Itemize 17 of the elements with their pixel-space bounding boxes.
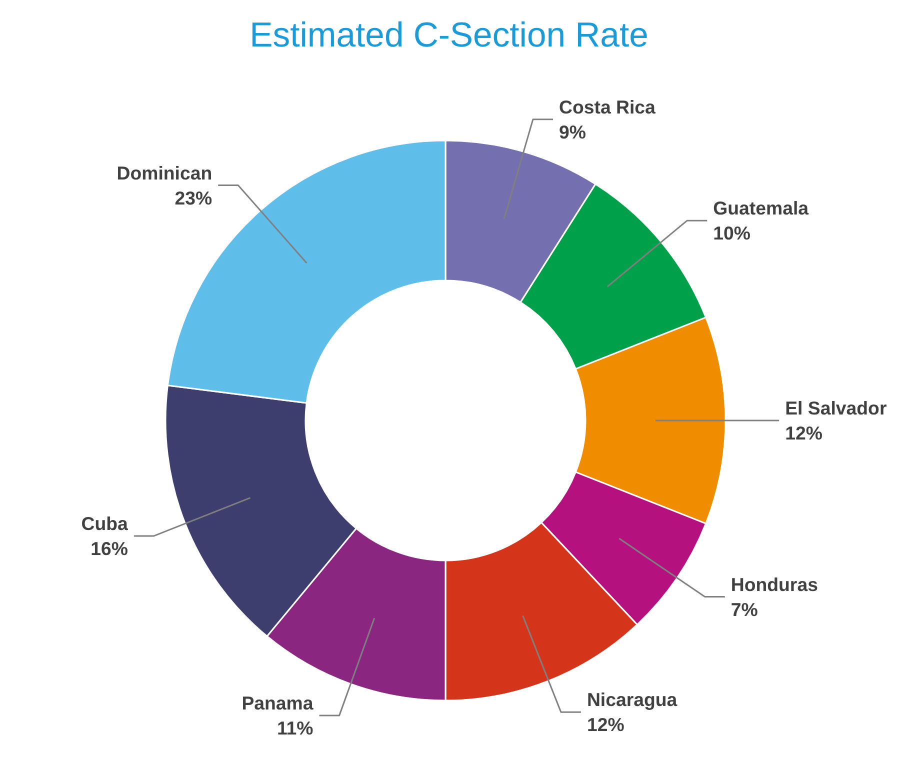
- data-label: 11%: [276, 718, 314, 739]
- data-label: 9%: [558, 121, 586, 142]
- data-label: 12%: [586, 714, 625, 736]
- slice-label: Dominican: [116, 162, 212, 184]
- slice-label: Honduras: [730, 574, 818, 595]
- slice-label: Panama: [242, 692, 314, 714]
- data-label: 23%: [174, 187, 213, 208]
- slice-label: El Salvador: [785, 398, 887, 418]
- data-label: 10%: [713, 222, 751, 244]
- slice-label: Costa Rica: [558, 96, 656, 118]
- data-label: 7%: [730, 598, 758, 620]
- slice-label: Cuba: [81, 512, 129, 534]
- chart-title: Estimated C-Section Rate: [250, 16, 648, 54]
- slice-label: Nicaragua: [586, 689, 678, 710]
- data-label: 16%: [90, 538, 128, 559]
- data-label: 12%: [785, 422, 823, 444]
- slice-label: Guatemala: [713, 198, 810, 219]
